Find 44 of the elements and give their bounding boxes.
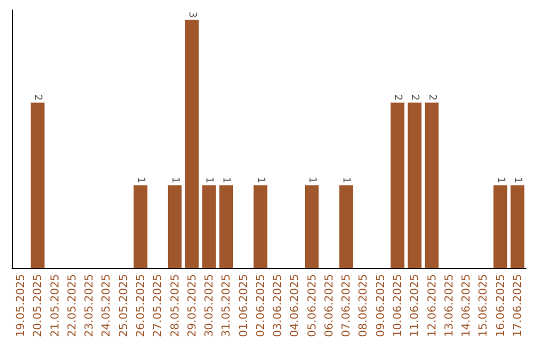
x-tick-label: 15.06.2025 <box>476 274 490 337</box>
x-tick-label: 27.05.2025 <box>151 274 164 337</box>
x-tick-label: 03.06.2025 <box>271 274 284 337</box>
x-tick-label: 23.05.2025 <box>82 274 96 337</box>
x-tick-label: 24.05.2025 <box>100 274 113 337</box>
data-label: 2 <box>392 94 403 101</box>
data-label: 1 <box>494 176 506 184</box>
x-tick-label: 31.05.2025 <box>220 274 233 337</box>
x-tick-label: 11.06.2025 <box>408 274 422 337</box>
data-label: 2 <box>409 94 420 101</box>
data-label: 2 <box>426 94 438 101</box>
x-tick-label: 22.05.2025 <box>65 274 78 337</box>
x-tick-label: 01.06.2025 <box>236 274 250 337</box>
data-label: 1 <box>135 176 146 184</box>
data-label: 1 <box>169 176 180 184</box>
data-label: 1 <box>340 176 352 184</box>
x-tick-label: 04.06.2025 <box>288 274 302 337</box>
x-tick-label: 30.05.2025 <box>202 274 216 337</box>
x-tick-label: 25.05.2025 <box>116 274 130 337</box>
x-tick-label: 14.06.2025 <box>460 274 473 337</box>
x-tick-label: 19.05.2025 <box>14 274 28 337</box>
x-tick-label: 07.06.2025 <box>340 274 353 337</box>
data-label: 2 <box>32 94 44 101</box>
x-tick-label: 26.05.2025 <box>134 274 147 337</box>
x-tick-label: 06.06.2025 <box>322 274 336 337</box>
x-tick-label: 09.06.2025 <box>374 274 387 337</box>
x-tick-label: 08.06.2025 <box>356 274 370 337</box>
x-tick-label: 17.06.2025 <box>510 274 524 337</box>
data-label: 1 <box>254 176 266 184</box>
x-tick-label: 02.06.2025 <box>254 274 267 337</box>
data-label: 1 <box>220 176 232 184</box>
x-tick-label: 12.06.2025 <box>425 274 438 337</box>
x-tick-label: 29.05.2025 <box>185 274 198 337</box>
data-label: 1 <box>204 176 215 184</box>
data-label: 3 <box>186 12 198 18</box>
x-tick-label: 10.06.2025 <box>391 274 404 337</box>
data-label: 1 <box>512 176 523 184</box>
data-label: 1 <box>306 176 318 184</box>
x-tick-label: 13.06.2025 <box>442 274 456 337</box>
x-tick-label: 05.06.2025 <box>305 274 318 337</box>
x-tick-label: 16.06.2025 <box>494 274 507 337</box>
x-tick-label: 20.05.2025 <box>31 274 44 337</box>
x-tick-label: 28.05.2025 <box>168 274 182 337</box>
x-tick-label: 21.05.2025 <box>48 274 62 337</box>
